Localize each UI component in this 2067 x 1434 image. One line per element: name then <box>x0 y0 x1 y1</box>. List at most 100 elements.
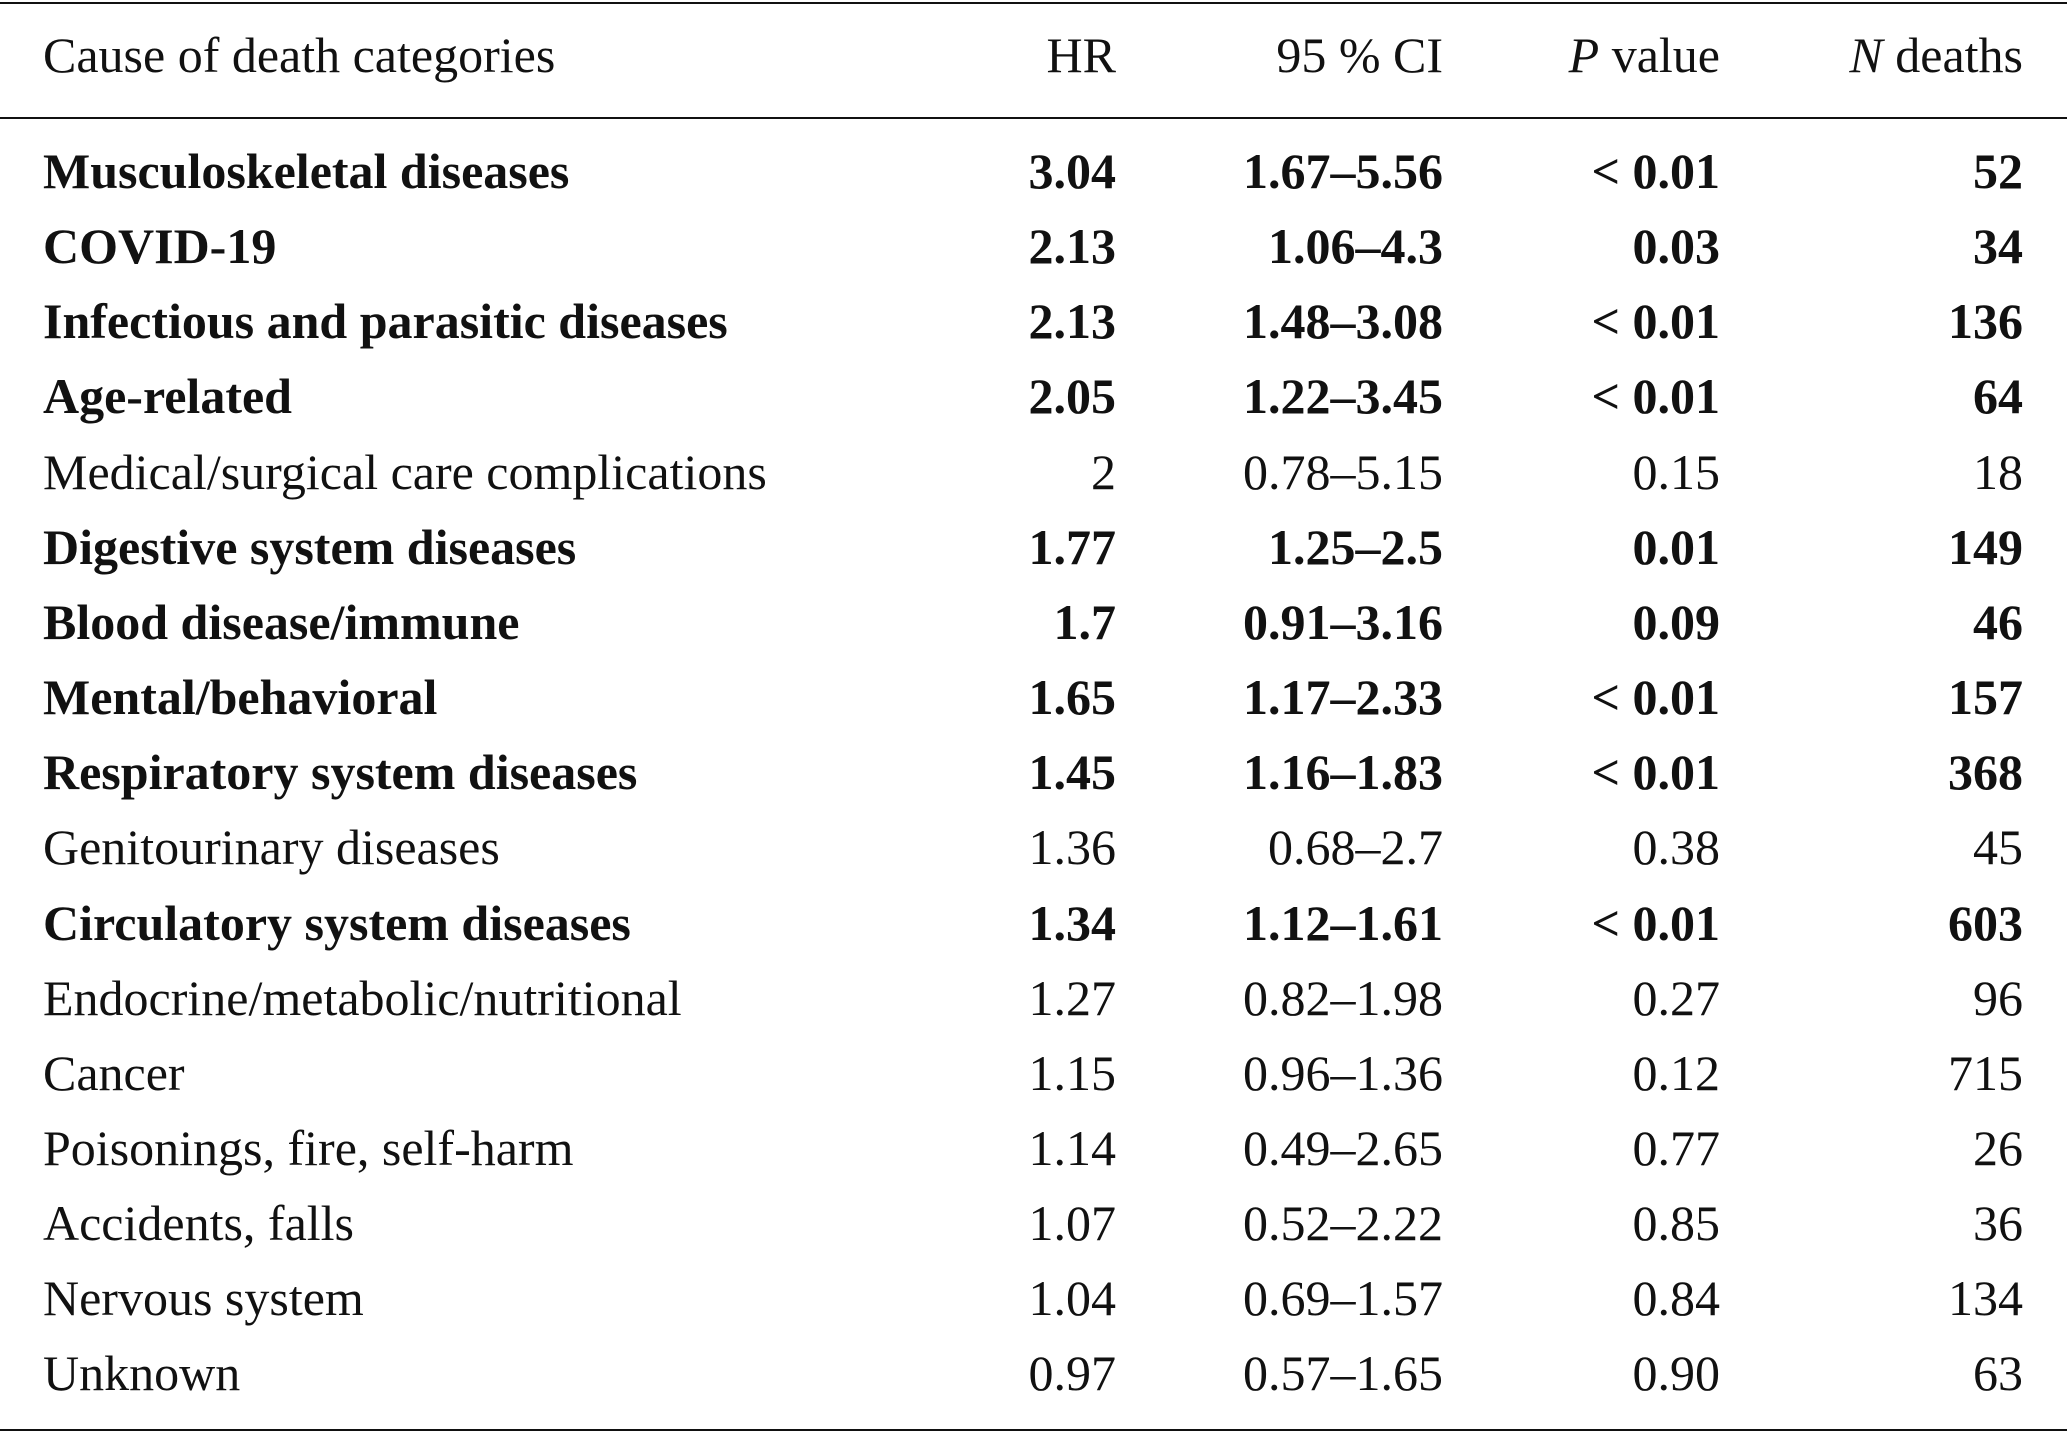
table-row: Infectious and parasitic diseases 2.13 1.4… <box>0 284 2067 359</box>
cell-cause: Mental/behavioral <box>43 669 438 726</box>
cell-ci: 0.91–3.16 <box>1243 593 1443 650</box>
header-n-italic: N <box>1849 27 1883 83</box>
cell-n: 149 <box>1948 518 2023 575</box>
cell-n: 157 <box>1948 669 2023 726</box>
cell-ci: 1.16–1.83 <box>1243 744 1443 801</box>
table-row: COVID-19 2.13 1.06–4.3 0.03 34 <box>0 209 2067 284</box>
cell-cause: Unknown <box>43 1345 241 1402</box>
cell-cause: Infectious and parasitic diseases <box>43 293 728 350</box>
table-row: Medical/surgical care complications 2 0.78… <box>0 435 2067 510</box>
cell-hr: 2.13 <box>1028 293 1117 350</box>
cell-n: 96 <box>1973 969 2023 1026</box>
table-row: Age-related 2.05 1.22–3.45 < 0.01 64 <box>0 359 2067 434</box>
cell-n: 36 <box>1973 1195 2023 1252</box>
table-header: Cause of death categories HR 95 % CI P v… <box>0 18 2067 93</box>
cell-n: 715 <box>1948 1044 2023 1101</box>
cell-hr: 1.04 <box>1028 1270 1117 1327</box>
cell-hr: 1.15 <box>1028 1044 1117 1101</box>
cell-p: < 0.01 <box>1591 669 1721 726</box>
cell-p: 0.84 <box>1632 1270 1721 1327</box>
cell-cause: Medical/surgical care complications <box>43 443 767 500</box>
cell-n: 52 <box>1973 143 2023 199</box>
cell-p: 0.01 <box>1632 518 1721 575</box>
cell-cause: Genitourinary diseases <box>43 819 500 876</box>
cell-hr: 2 <box>1091 443 1116 500</box>
cell-p: 0.12 <box>1632 1044 1721 1101</box>
cell-ci: 0.78–5.15 <box>1243 443 1443 500</box>
cell-hr: 1.45 <box>1028 744 1117 801</box>
table-row: Nervous system 1.04 0.69–1.57 0.84 134 <box>0 1261 2067 1336</box>
cell-ci: 1.06–4.3 <box>1268 218 1443 275</box>
table-row: Cancer 1.15 0.96–1.36 0.12 715 <box>0 1036 2067 1111</box>
cell-cause: Circulatory system diseases <box>43 894 631 951</box>
cell-cause: Blood disease/immune <box>43 593 520 650</box>
cell-p: 0.77 <box>1632 1119 1721 1176</box>
cell-cause: Age-related <box>43 368 292 425</box>
cell-ci: 0.96–1.36 <box>1243 1044 1443 1101</box>
cell-n: 603 <box>1948 894 2023 951</box>
cell-ci: 0.68–2.7 <box>1268 819 1443 876</box>
table-row: Mental/behavioral 1.65 1.17–2.33 < 0.01 157 <box>0 660 2067 735</box>
cell-n: 368 <box>1948 744 2023 801</box>
cell-hr: 1.34 <box>1028 894 1117 951</box>
cell-hr: 1.65 <box>1028 669 1117 726</box>
cell-hr: 1.07 <box>1028 1195 1117 1252</box>
cell-ci: 0.52–2.22 <box>1243 1195 1443 1252</box>
cell-hr: 1.27 <box>1028 969 1117 1026</box>
table-row: Endocrine/metabolic/nutritional 1.27 0.82–… <box>0 961 2067 1036</box>
cell-n: 18 <box>1973 443 2023 500</box>
cell-ci: 0.49–2.65 <box>1243 1119 1443 1176</box>
cell-p: 0.03 <box>1632 218 1721 275</box>
cell-hr: 1.14 <box>1028 1119 1117 1176</box>
table-row: Circulatory system diseases 1.34 1.12–1.61… <box>0 886 2067 961</box>
cell-cause: Musculoskeletal diseases <box>43 143 570 199</box>
cell-p: < 0.01 <box>1591 143 1721 199</box>
cell-cause: Cancer <box>43 1044 185 1101</box>
cell-ci: 1.48–3.08 <box>1243 293 1443 350</box>
cell-ci: 0.57–1.65 <box>1243 1345 1443 1402</box>
table-row: Blood disease/immune 1.7 0.91–3.16 0.09 46 <box>0 585 2067 660</box>
cell-p: < 0.01 <box>1591 894 1721 951</box>
cell-ci: 1.25–2.5 <box>1268 518 1443 575</box>
cell-cause: COVID-19 <box>43 218 277 275</box>
cell-ci: 1.22–3.45 <box>1243 368 1443 425</box>
cell-hr: 2.13 <box>1028 218 1117 275</box>
table-header-rule <box>0 117 2067 119</box>
header-hr: HR <box>1046 27 1116 83</box>
cell-p: < 0.01 <box>1591 293 1721 350</box>
table-row: Unknown 0.97 0.57–1.65 0.90 63 <box>0 1336 2067 1411</box>
table-bottom-rule <box>0 1429 2067 1431</box>
table-row: Digestive system diseases 1.77 1.25–2.5 0.0… <box>0 510 2067 585</box>
table-row: Musculoskeletal diseases 3.04 1.67–5.56 < 0… <box>0 134 2067 209</box>
cell-cause: Digestive system diseases <box>43 518 577 575</box>
cell-p: 0.85 <box>1632 1195 1721 1252</box>
cell-ci: 1.67–5.56 <box>1243 143 1443 199</box>
cell-n: 134 <box>1948 1270 2023 1327</box>
cell-p: 0.15 <box>1632 443 1721 500</box>
header-p-rest: value <box>1599 27 1720 83</box>
table-top-rule <box>0 2 2067 4</box>
cell-p: 0.09 <box>1632 593 1721 650</box>
cell-ci: 1.12–1.61 <box>1243 894 1443 951</box>
header-cause: Cause of death categories <box>43 27 556 83</box>
cell-hr: 0.97 <box>1028 1345 1117 1402</box>
header-n-deaths: N deaths <box>1849 18 2023 93</box>
table-row: Respiratory system diseases 1.45 1.16–1.83… <box>0 735 2067 810</box>
table-row: Genitourinary diseases 1.36 0.68–2.7 0.38 45 <box>0 810 2067 885</box>
table-row: Accidents, falls 1.07 0.52–2.22 0.85 36 <box>0 1186 2067 1261</box>
cell-p: 0.90 <box>1632 1345 1721 1402</box>
cell-p: 0.38 <box>1632 819 1721 876</box>
cell-n: 64 <box>1973 368 2023 425</box>
cell-n: 45 <box>1973 819 2023 876</box>
header-p-value: P value <box>1569 18 1720 93</box>
cell-cause: Poisonings, fire, self-harm <box>43 1119 574 1176</box>
cell-cause: Endocrine/metabolic/nutritional <box>43 969 682 1026</box>
cell-p: < 0.01 <box>1591 368 1721 425</box>
cell-n: 63 <box>1973 1345 2023 1402</box>
header-ci: 95 % CI <box>1276 27 1443 83</box>
cell-cause: Accidents, falls <box>43 1195 355 1252</box>
cell-hr: 2.05 <box>1028 368 1117 425</box>
header-n-rest: deaths <box>1882 27 2023 83</box>
cell-n: 136 <box>1948 293 2023 350</box>
cell-hr: 1.7 <box>1053 593 1117 650</box>
